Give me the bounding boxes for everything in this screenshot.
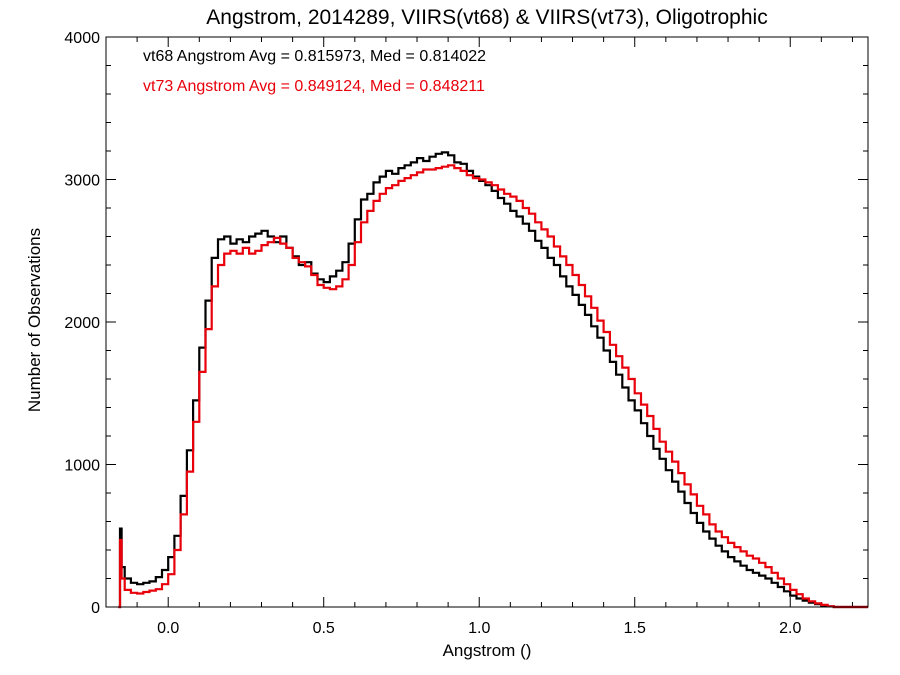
x-tick-label: 1.0 bbox=[468, 620, 490, 637]
y-tick-label: 1000 bbox=[64, 458, 100, 475]
x-tick-label: 0.0 bbox=[157, 620, 179, 637]
series-line-vt73 bbox=[118, 164, 868, 609]
plot-frame bbox=[105, 36, 869, 608]
series-line-vt68 bbox=[118, 151, 868, 609]
y-tick-label: 0 bbox=[91, 600, 100, 617]
axis-ticks bbox=[106, 36, 868, 608]
x-tick-label: 2.0 bbox=[779, 620, 801, 637]
annotation-vt68: vt68 Angstrom Avg = 0.815973, Med = 0.81… bbox=[143, 48, 486, 65]
x-axis-label: Angstrom () bbox=[443, 641, 532, 660]
y-axis-label: Number of Observations bbox=[25, 228, 44, 412]
tick-labels: 0.0 0.5 1.0 1.5 2.0 0 1000 2000 3000 4000 bbox=[64, 30, 801, 637]
y-tick-label: 3000 bbox=[64, 173, 100, 190]
x-tick-label: 1.5 bbox=[624, 620, 646, 637]
data-series bbox=[118, 151, 868, 609]
annotation-vt73: vt73 Angstrom Avg = 0.849124, Med = 0.84… bbox=[143, 78, 485, 95]
chart-title: Angstrom, 2014289, VIIRS(vt68) & VIIRS(v… bbox=[206, 6, 767, 29]
y-tick-label: 4000 bbox=[64, 30, 100, 47]
x-tick-label: 0.5 bbox=[313, 620, 335, 637]
y-tick-label: 2000 bbox=[64, 315, 100, 332]
